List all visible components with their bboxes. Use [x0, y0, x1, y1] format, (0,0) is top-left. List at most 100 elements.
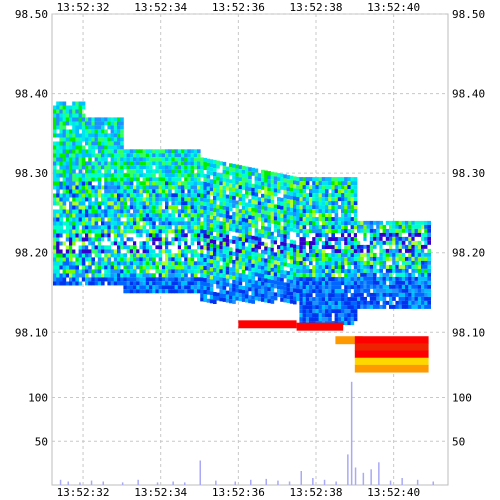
- heatmap-cell: [213, 280, 217, 284]
- heatmap-cell: [158, 209, 163, 214]
- heatmap-cell: [264, 286, 268, 291]
- heatmap-cell: [238, 221, 243, 226]
- heatmap-cell: [238, 253, 243, 258]
- heatmap-cell: [206, 194, 211, 199]
- heatmap-cell: [305, 289, 310, 294]
- heatmap-cell: [325, 293, 329, 298]
- heatmap-cell: [62, 209, 67, 214]
- heatmap-cell: [331, 193, 335, 198]
- heatmap-cell: [309, 201, 313, 206]
- heatmap-cell: [85, 245, 89, 250]
- heatmap-cell: [350, 201, 355, 206]
- heatmap-cell: [53, 261, 57, 266]
- heatmap-cell: [152, 225, 156, 230]
- heatmap-cell: [133, 225, 137, 230]
- heatmap-cell: [318, 289, 323, 294]
- heatmap-cell: [59, 201, 63, 206]
- heatmap-cell: [171, 229, 175, 234]
- heatmap-cell: [421, 296, 425, 301]
- heatmap-cell: [280, 237, 284, 242]
- heatmap-cell: [261, 249, 265, 254]
- heatmap-cell: [293, 200, 297, 205]
- heatmap-cell: [168, 281, 172, 286]
- heatmap-cell: [197, 241, 201, 246]
- heatmap-cell: [398, 252, 403, 257]
- heatmap-cell: [113, 213, 118, 218]
- heatmap-cell: [149, 205, 153, 210]
- heatmap-cell: [91, 221, 95, 226]
- heatmap-cell: [296, 245, 300, 249]
- heatmap-cell: [312, 241, 316, 246]
- heatmap-cell: [168, 153, 172, 158]
- heatmap-cell: [219, 269, 223, 274]
- heatmap-cell: [427, 220, 431, 225]
- heatmap-cell: [219, 253, 223, 258]
- heatmap-cell: [341, 317, 345, 322]
- heatmap-cell: [321, 289, 326, 294]
- heatmap-cell: [117, 165, 121, 170]
- heatmap-cell: [299, 205, 303, 210]
- heatmap-cell: [187, 225, 191, 230]
- heatmap-cell: [296, 233, 300, 237]
- heatmap-cell: [126, 237, 131, 242]
- heatmap-cell: [62, 169, 67, 174]
- heatmap-cell: [187, 197, 191, 202]
- heatmap-cell: [75, 217, 79, 222]
- heatmap-cell: [168, 245, 172, 250]
- heatmap-cell: [401, 240, 406, 245]
- heatmap-cell: [104, 197, 108, 202]
- heatmap-cell: [395, 236, 399, 241]
- heatmap-cell: [181, 149, 185, 154]
- heatmap-cell: [91, 237, 95, 242]
- heatmap-cell: [309, 241, 313, 246]
- heatmap-cell: [72, 145, 76, 150]
- heatmap-cell: [293, 276, 297, 281]
- heatmap-cell: [261, 177, 265, 182]
- heatmap-cell: [152, 201, 156, 206]
- heatmap-cell: [270, 175, 275, 180]
- heatmap-cell: [152, 213, 156, 218]
- heatmap-cell: [280, 181, 284, 186]
- heatmap-cell: [421, 268, 425, 273]
- heatmap-cell: [286, 295, 291, 300]
- heatmap-cell: [209, 239, 214, 244]
- heatmap-cell: [101, 161, 105, 166]
- heatmap-cell: [133, 161, 137, 166]
- heatmap-cell: [117, 197, 121, 202]
- heatmap-cell: [277, 249, 281, 254]
- heatmap-cell: [321, 281, 326, 286]
- heatmap-cell: [165, 181, 169, 186]
- heatmap-cell: [145, 201, 150, 206]
- heatmap-cell: [318, 305, 323, 310]
- heatmap-cell: [65, 141, 70, 146]
- heatmap-cell: [267, 191, 271, 196]
- heatmap-cell: [286, 235, 291, 240]
- heatmap-cell: [62, 257, 67, 262]
- heatmap-cell: [235, 280, 239, 285]
- heatmap-cell: [379, 268, 383, 273]
- heatmap-cell: [97, 257, 102, 262]
- heatmap-cell: [197, 205, 201, 210]
- heatmap-cell: [347, 309, 351, 314]
- heatmap-cell: [117, 121, 121, 126]
- heatmap-cell: [197, 253, 201, 258]
- heatmap-cell: [104, 141, 108, 146]
- heatmap-cell: [245, 290, 249, 295]
- heatmap-cell: [113, 237, 118, 242]
- heatmap-cell: [65, 253, 70, 258]
- heatmap-cell: [123, 149, 127, 154]
- heatmap-cell: [305, 253, 310, 258]
- heatmap-cell: [302, 265, 307, 270]
- heatmap-cell: [299, 313, 303, 318]
- heatmap-cell: [251, 203, 255, 208]
- heatmap-cell: [334, 281, 339, 286]
- heatmap-cell: [312, 281, 316, 286]
- heatmap-cell: [289, 251, 294, 256]
- heatmap-cell: [161, 181, 166, 186]
- heatmap-cell: [117, 157, 121, 162]
- heatmap-cell: [293, 272, 297, 277]
- heatmap-cell: [273, 216, 278, 221]
- heatmap-cell: [200, 209, 204, 214]
- heatmap-cell: [369, 284, 374, 289]
- heatmap-cell: [136, 149, 140, 154]
